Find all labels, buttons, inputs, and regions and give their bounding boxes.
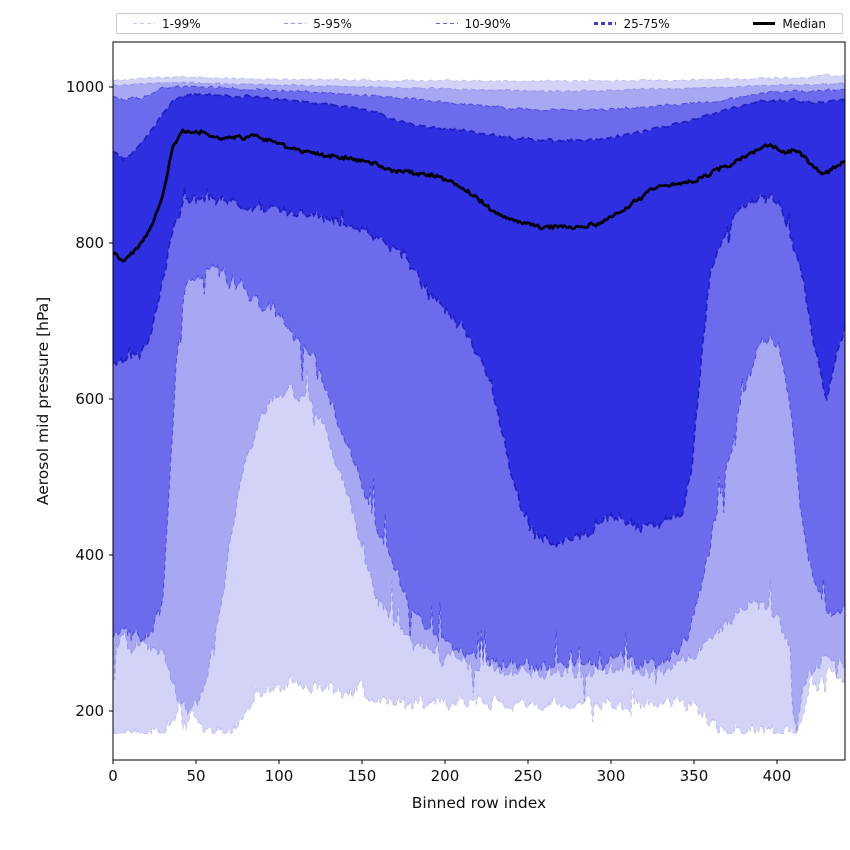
x-tick-label: 400	[763, 767, 792, 785]
band-edge-q95	[113, 81, 845, 93]
y-tick-label: 400	[75, 546, 104, 564]
y-tick-label: 800	[75, 234, 104, 252]
x-tick-label: 200	[431, 767, 460, 785]
axis-ticks: 0 50 100 150 200 250 300 350 400 200 400 600 800 1000	[66, 78, 791, 785]
band-edge-q10	[113, 262, 845, 673]
band-fill-25-75%	[113, 93, 845, 548]
legend-item-25-75: 25-75%	[594, 16, 670, 31]
legend-line-sample-5-95-icon	[284, 22, 307, 25]
band-edge-q05	[113, 367, 845, 734]
y-tick-label: 600	[75, 390, 104, 408]
x-tick-label: 50	[186, 767, 205, 785]
legend-line-sample-median-icon	[753, 22, 776, 25]
median-line	[113, 128, 845, 263]
x-tick-label: 0	[108, 767, 118, 785]
y-tick-label: 1000	[66, 78, 104, 96]
legend-line-sample-10-90-icon	[435, 22, 458, 25]
band-edge-q01	[113, 665, 845, 735]
legend-item-median: Median	[753, 18, 826, 30]
x-tick-label: 250	[514, 767, 543, 785]
legend-item-label: 10-90%	[464, 16, 511, 31]
x-tick-label: 150	[348, 767, 377, 785]
band-edge-q99	[113, 73, 845, 83]
legend-item-1-99: 1-99%	[133, 18, 201, 30]
legend: 1-99% 5-95% 10-90% 25-75% Median	[116, 13, 843, 34]
x-tick-label: 350	[680, 767, 709, 785]
x-tick-label: 100	[265, 767, 294, 785]
legend-line-sample-1-99-icon	[133, 22, 155, 25]
legend-item-5-95: 5-95%	[284, 18, 352, 30]
legend-item-10-90: 10-90%	[435, 16, 511, 31]
legend-item-label: Median	[782, 16, 826, 31]
x-tick-label: 300	[597, 767, 626, 785]
legend-line-sample-25-75-icon	[594, 22, 617, 25]
band-edge-q90	[113, 85, 845, 112]
legend-item-label: 25-75%	[623, 16, 670, 31]
y-tick-label: 200	[75, 702, 104, 720]
band-edge-q75	[113, 92, 845, 162]
x-axis-label: Binned row index	[412, 794, 546, 812]
y-axis-label: Aerosol mid pressure [hPa]	[34, 297, 52, 505]
axes-spines	[112, 41, 846, 761]
legend-item-label: 1-99%	[162, 16, 201, 31]
percentile-bands	[113, 73, 845, 735]
legend-item-label: 5-95%	[313, 16, 352, 31]
